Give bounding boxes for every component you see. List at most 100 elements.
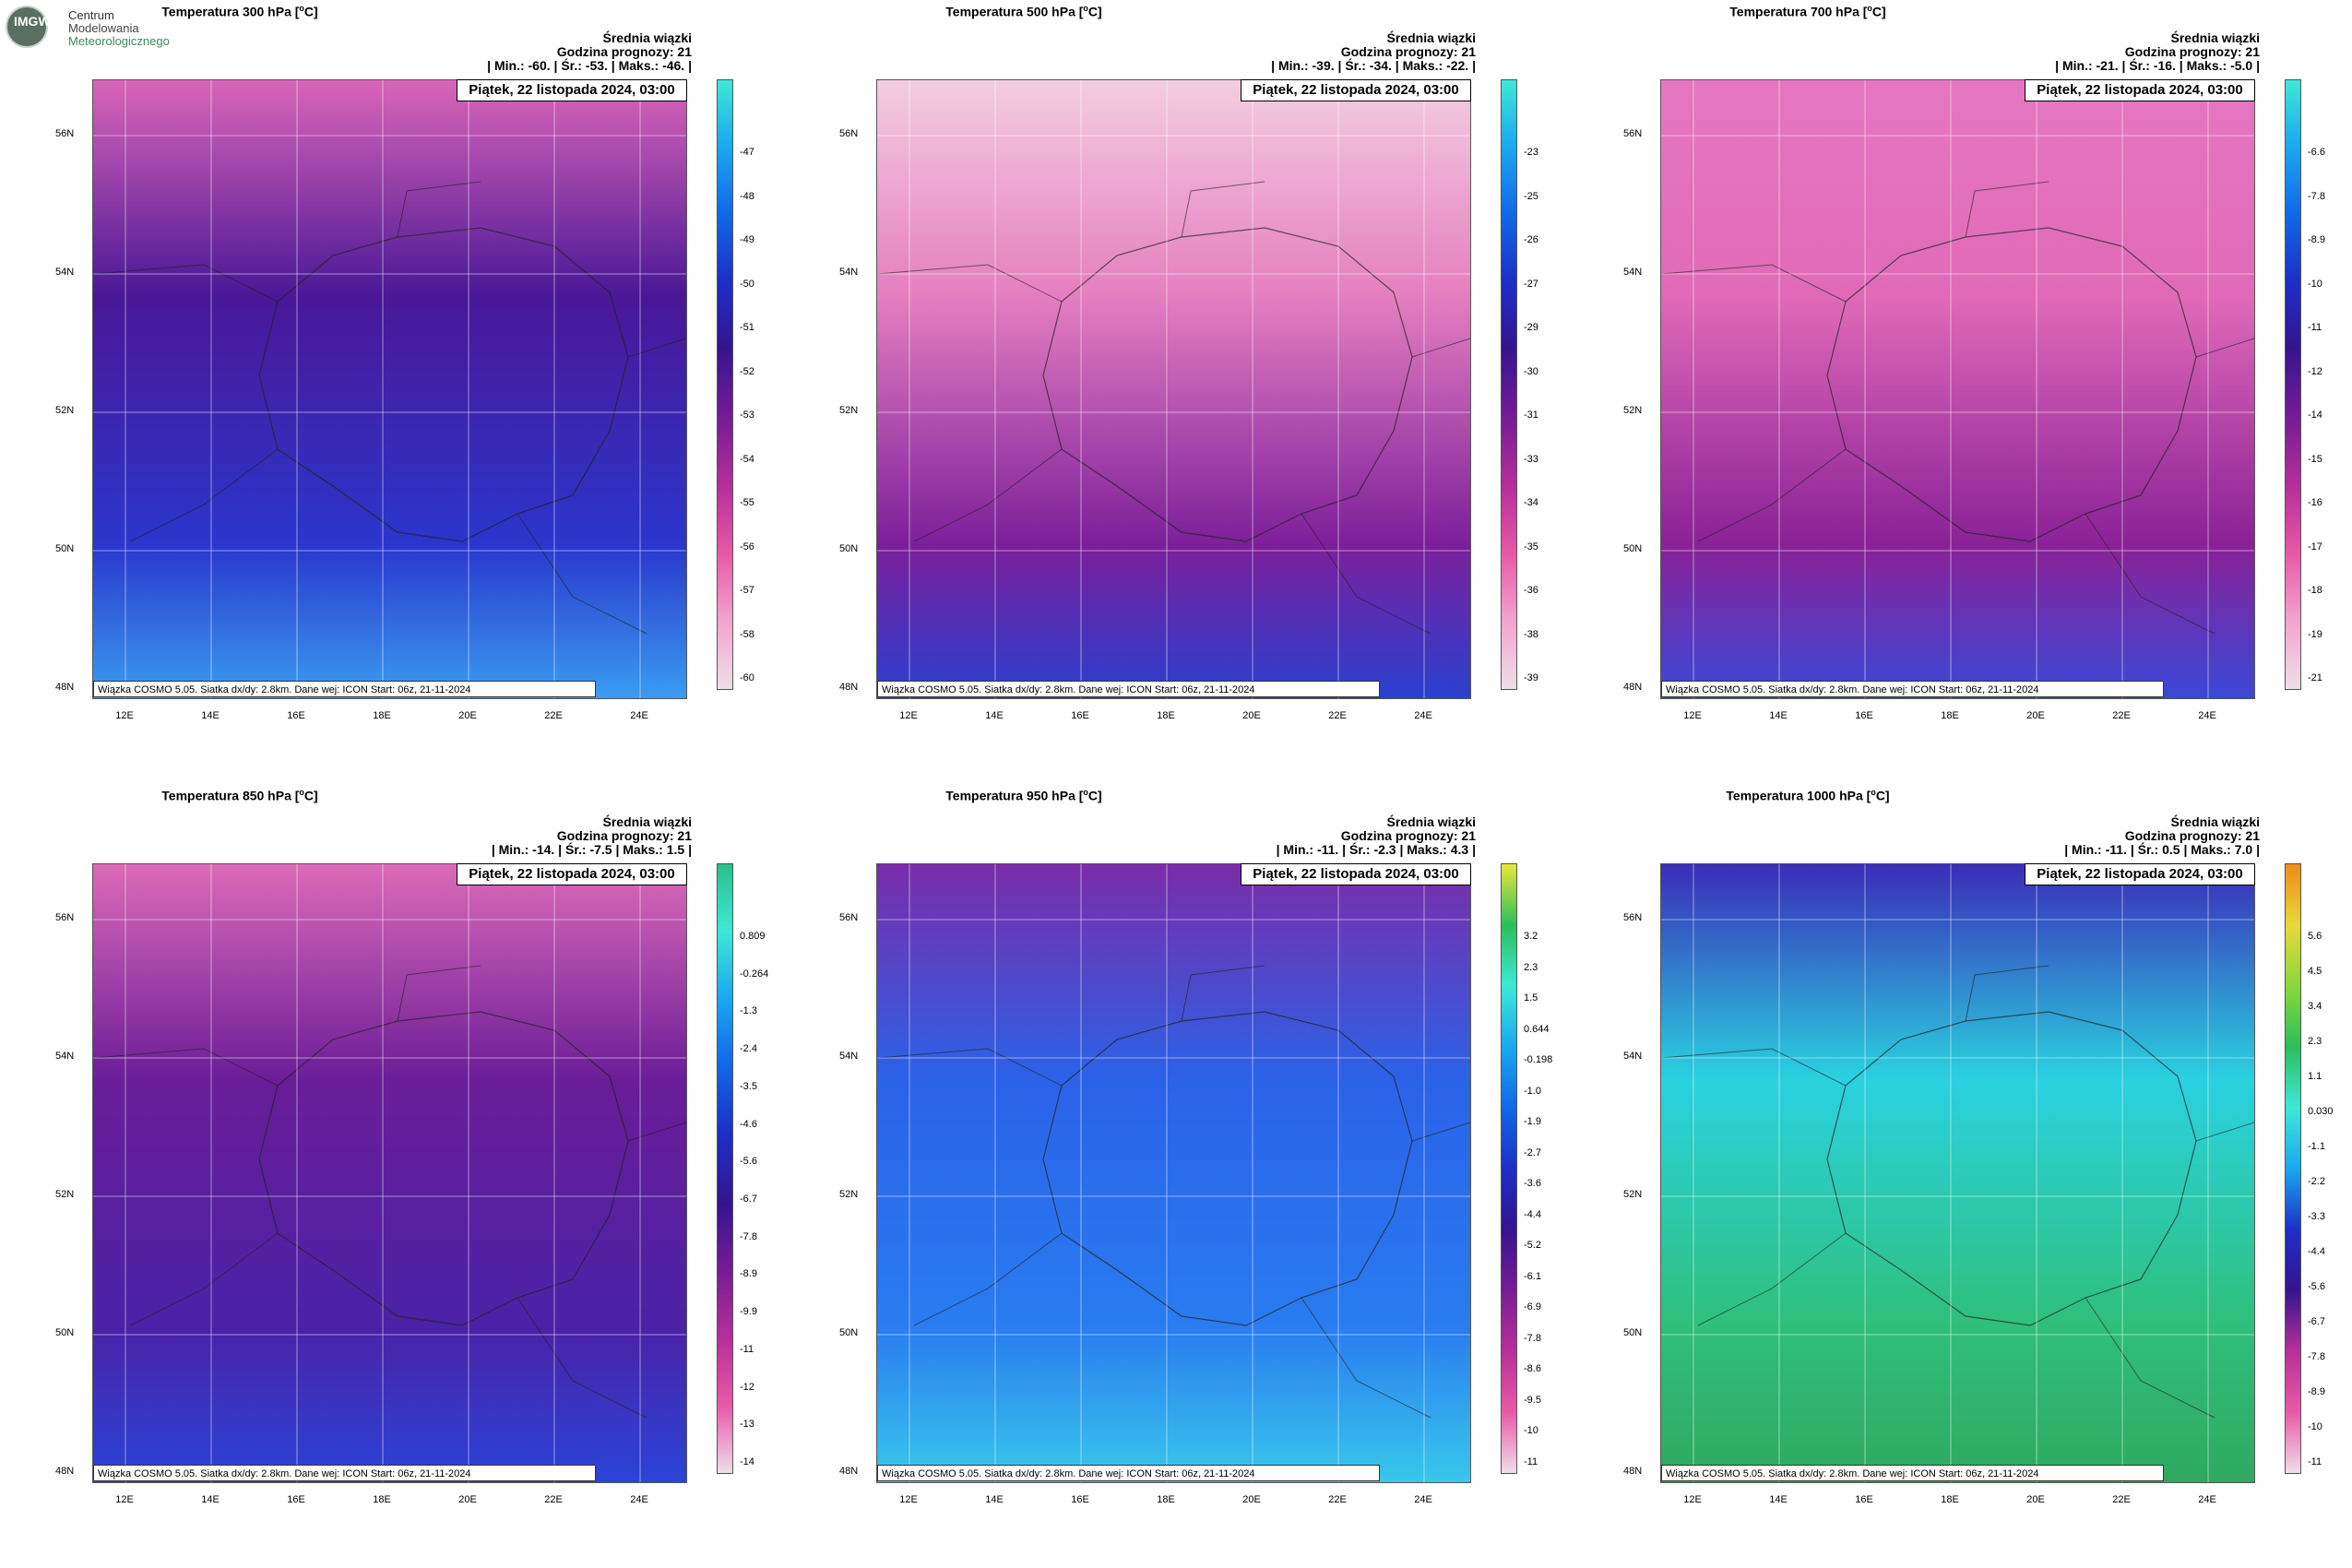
lon-label: 12E [115, 1494, 134, 1505]
color-scale-label: -4.4 [2308, 1246, 2325, 1257]
color-scale-label: -13 [740, 1419, 754, 1430]
color-scale-label: -29 [1524, 322, 1538, 333]
lon-label: 24E [1414, 710, 1432, 721]
color-scale-label: -48 [740, 191, 754, 202]
color-scale-label: -36 [1524, 585, 1538, 596]
color-scale-label: -9.5 [1524, 1395, 1541, 1406]
lat-label: 56N [55, 912, 75, 923]
lat-label: 52N [55, 1189, 75, 1200]
date-label: Piątek, 22 listopada 2024, 03:00 [457, 863, 687, 885]
lon-label: 24E [2198, 1494, 2216, 1505]
color-scale-label: -6.7 [2308, 1316, 2325, 1327]
lat-label: 50N [1623, 543, 1643, 554]
lon-label: 20E [1242, 1494, 1261, 1505]
lon-label: 12E [899, 710, 918, 721]
lat-label: 50N [1623, 1327, 1643, 1338]
color-scale-label: -3.6 [1524, 1178, 1541, 1189]
date-label: Piątek, 22 listopada 2024, 03:00 [2025, 863, 2255, 885]
forecast-panel: Temperatura 300 hPa [oC] Średnia wiązki … [0, 0, 784, 784]
color-scale-label: 0.030 [2308, 1106, 2334, 1117]
lat-label: 54N [839, 1051, 859, 1062]
lat-label: 54N [839, 267, 859, 278]
color-scale-label: -33 [1524, 454, 1538, 465]
model-footer: Wiązka COSMO 5.05. Siatka dx/dy: 2.8km. … [1661, 1465, 2164, 1481]
lon-label: 18E [1941, 710, 1959, 721]
lon-label: 22E [2112, 710, 2131, 721]
color-scale-label: -18 [2308, 585, 2322, 596]
color-scale-label: 0.644 [1524, 1024, 1550, 1035]
color-scale-label: -12 [740, 1382, 754, 1393]
panel-title: Temperatura 700 hPa [oC] [1729, 4, 1886, 19]
color-scale-label: -7.8 [2308, 1351, 2325, 1362]
lon-label: 12E [899, 1494, 918, 1505]
lon-label: 24E [2198, 710, 2216, 721]
lat-label: 50N [55, 1327, 75, 1338]
lat-label: 52N [839, 1189, 859, 1200]
color-scale-label: -14 [2308, 410, 2322, 421]
color-scale-label: -0.198 [1524, 1054, 1553, 1065]
color-scale-label: -52 [740, 366, 754, 377]
lat-label: 56N [839, 912, 859, 923]
temperature-map [93, 864, 686, 1482]
lon-label: 22E [544, 1494, 563, 1505]
lon-label: 22E [1328, 710, 1347, 721]
color-scale-label: -5.6 [740, 1156, 757, 1167]
color-scale-label: -1.3 [740, 1005, 757, 1016]
color-scale-bar [2285, 79, 2301, 690]
color-scale-label: -3.3 [2308, 1211, 2325, 1222]
color-scale-label: -2.4 [740, 1043, 757, 1054]
date-label: Piątek, 22 listopada 2024, 03:00 [1241, 863, 1471, 885]
color-scale-label: 0.809 [740, 931, 766, 942]
lon-label: 24E [630, 710, 648, 721]
lon-label: 16E [1071, 1494, 1089, 1505]
lon-label: 16E [1071, 710, 1089, 721]
map-frame [876, 863, 1471, 1483]
color-scale-label: -34 [1524, 497, 1538, 508]
lon-label: 16E [1855, 1494, 1873, 1505]
color-scale-label: -7.8 [740, 1231, 757, 1242]
color-scale-label: -14 [740, 1456, 754, 1467]
color-scale-label: -26 [1524, 234, 1538, 245]
lat-label: 48N [1623, 1466, 1643, 1477]
model-footer: Wiązka COSMO 5.05. Siatka dx/dy: 2.8km. … [877, 1465, 1380, 1481]
color-scale-label: 2.3 [1524, 962, 1538, 973]
lat-label: 48N [1623, 682, 1643, 693]
lat-label: 54N [55, 267, 75, 278]
lat-label: 54N [1623, 267, 1643, 278]
color-scale-label: -57 [740, 585, 754, 596]
color-scale-bar [1501, 863, 1517, 1474]
color-scale-label: -1.0 [1524, 1086, 1541, 1097]
lon-label: 12E [1683, 1494, 1702, 1505]
color-scale-label: -16 [2308, 497, 2322, 508]
color-scale-label: -12 [2308, 366, 2322, 377]
color-scale-label: -17 [2308, 541, 2322, 552]
color-scale-label: -39 [1524, 672, 1538, 683]
color-scale-label: -55 [740, 497, 754, 508]
lat-label: 56N [1623, 128, 1643, 139]
lon-label: 14E [1769, 710, 1788, 721]
temperature-map [877, 80, 1470, 698]
lon-label: 16E [287, 710, 305, 721]
color-scale-label: -47 [740, 147, 754, 158]
color-scale-label: -51 [740, 322, 754, 333]
color-scale-label: -8.9 [740, 1268, 757, 1279]
color-scale-label: -2.2 [2308, 1176, 2325, 1187]
color-scale-label: -4.4 [1524, 1209, 1541, 1220]
forecast-panel: Temperatura 700 hPa [oC] Średnia wiązki … [1568, 0, 2352, 784]
color-scale-label: -38 [1524, 629, 1538, 640]
model-footer: Wiązka COSMO 5.05. Siatka dx/dy: 2.8km. … [1661, 681, 2164, 697]
color-scale-label: -8.9 [2308, 1386, 2325, 1397]
lon-label: 20E [2026, 1494, 2045, 1505]
color-scale-label: -25 [1524, 191, 1538, 202]
imgw-logo: IMGW Centrum Modelowania Meteorologiczne… [6, 6, 181, 52]
color-scale-label: -50 [740, 279, 754, 290]
color-scale-label: 4.5 [2308, 966, 2322, 977]
color-scale-label: -10 [2308, 279, 2322, 290]
lat-label: 48N [55, 682, 75, 693]
color-scale-label: 1.5 [1524, 992, 1538, 1004]
lon-label: 18E [1157, 1494, 1175, 1505]
temperature-map [1661, 80, 2254, 698]
color-scale-label: -5.6 [2308, 1281, 2325, 1292]
color-scale-label: -31 [1524, 410, 1538, 421]
lat-label: 48N [839, 682, 859, 693]
